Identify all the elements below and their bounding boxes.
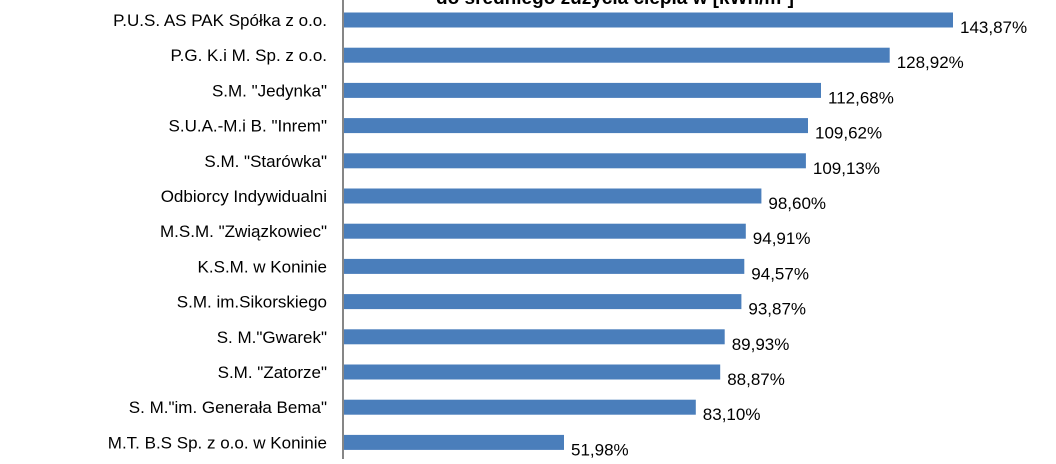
- bar-5: [344, 153, 806, 169]
- bar-6: [344, 188, 762, 204]
- value-label: 51,98%: [571, 440, 629, 459]
- bars-layer: [344, 12, 953, 450]
- category-label: S.M. "Starówka": [204, 152, 327, 171]
- value-labels: 143,87% 128,92%112,68% 109,62% 109,13% 98,60…: [571, 18, 1027, 459]
- category-label: P.U.S. AS PAK Spółka z o.o.: [113, 11, 327, 30]
- bar-2: [344, 47, 890, 63]
- category-label: S.M. im.Sikorskiego: [177, 293, 327, 312]
- bar-3: [344, 82, 821, 98]
- bar-1: [344, 12, 953, 28]
- category-label: S.U.A.-M.i B. "Inrem": [169, 117, 327, 136]
- value-label: 109,13%: [813, 159, 880, 178]
- bar-4: [344, 118, 808, 134]
- bar-11: [344, 364, 721, 380]
- value-label: 83,10%: [703, 405, 761, 424]
- bar-9: [344, 294, 742, 310]
- category-labels: P.U.S. AS PAK Spółka z o.o. P.G. K.i M. S…: [108, 11, 327, 452]
- value-label: 128,92%: [897, 53, 964, 72]
- value-label: 94,57%: [751, 264, 809, 283]
- category-label: S.M. "Jedynka": [212, 81, 327, 100]
- category-label: M.T. B.S Sp. z o.o. w Koninie: [108, 433, 327, 452]
- value-label: 89,93%: [732, 335, 790, 354]
- bar-7: [344, 223, 746, 239]
- category-label: S.M. "Zatorze": [218, 363, 327, 382]
- chart-title: do średniego zużycia ciepła w [kWh/m²]: [436, 0, 794, 9]
- value-label: 109,62%: [815, 124, 882, 143]
- category-label: P.G. K.i M. Sp. z o.o.: [170, 46, 327, 65]
- category-label: K.S.M. w Koninie: [198, 257, 327, 276]
- bar-10: [344, 329, 725, 345]
- category-label: Odbiorcy Indywidualni: [161, 187, 327, 206]
- value-label: 93,87%: [748, 300, 806, 319]
- value-label: 88,87%: [727, 370, 785, 389]
- category-label: S. M."Gwarek": [217, 328, 327, 347]
- category-label: S. M."im. Generała Bema": [129, 398, 327, 417]
- bar-12: [344, 399, 696, 415]
- value-label: 94,91%: [753, 229, 811, 248]
- bar-8: [344, 258, 745, 274]
- value-label: 143,87%: [960, 18, 1027, 37]
- value-label: 98,60%: [768, 194, 826, 213]
- bar-13: [344, 434, 564, 450]
- value-label: 112,68%: [828, 88, 894, 107]
- category-label: M.S.M. "Związkowiec": [160, 222, 327, 241]
